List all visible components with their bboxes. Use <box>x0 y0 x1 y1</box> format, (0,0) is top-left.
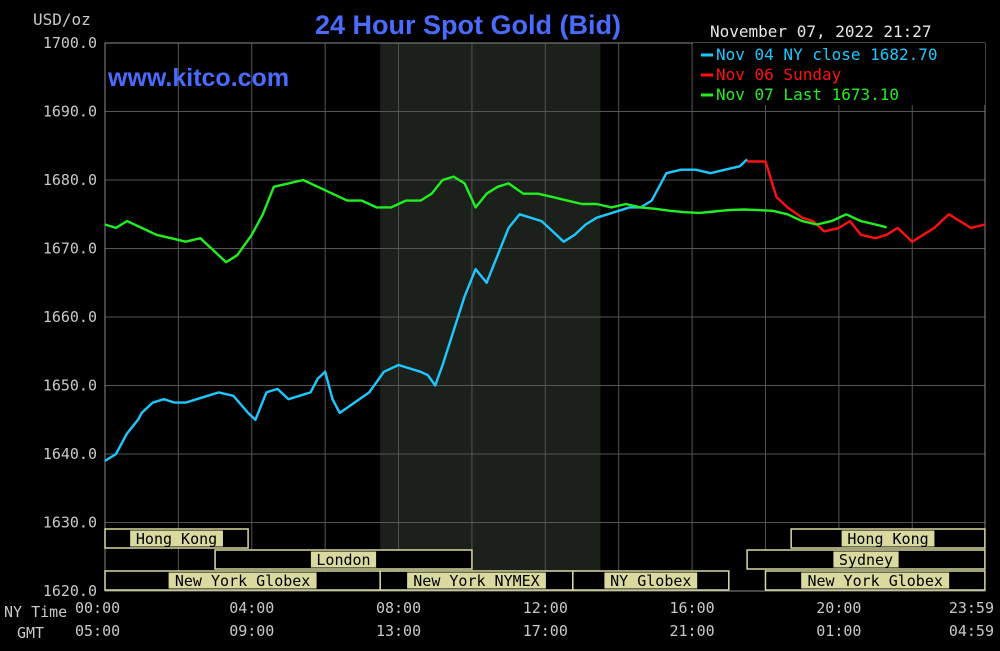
session-label: NY Globex <box>610 572 691 590</box>
session-label-bg <box>130 530 223 547</box>
session-label-bg <box>801 572 950 589</box>
legend-entry: Nov 07 Last 1673.10 <box>716 85 899 104</box>
series-line-2 <box>104 175 887 264</box>
ny-time-label: NY Time <box>4 603 67 621</box>
y-tick-label: 1670.0 <box>43 240 97 258</box>
x-tick-ny: 04:00 <box>229 599 274 617</box>
x-tick-gmt: 05:00 <box>75 622 120 640</box>
x-tick-ny: 12:00 <box>523 599 568 617</box>
gmt-label: GMT <box>17 624 44 642</box>
legend-bg <box>693 43 985 105</box>
unit-label: USD/oz <box>33 10 91 29</box>
y-tick-label: 1690.0 <box>43 103 97 121</box>
y-tick-label: 1620.0 <box>43 582 97 600</box>
series-line-1 <box>747 160 986 243</box>
session-label-bg <box>407 572 546 589</box>
timestamp: November 07, 2022 21:27 <box>710 22 932 41</box>
session-label-bg <box>604 572 698 589</box>
session-label-bg <box>841 530 935 547</box>
session-label-bg <box>310 551 377 568</box>
session-label: London <box>316 551 370 569</box>
watermark: www.kitco.com <box>107 64 289 92</box>
x-tick-ny: 00:00 <box>75 599 120 617</box>
legend-entry: Nov 06 Sunday <box>716 65 842 84</box>
chart-title: 24 Hour Spot Gold (Bid) <box>315 10 621 40</box>
y-tick-label: 1640.0 <box>43 445 97 463</box>
x-tick-gmt: 04:59 <box>949 622 994 640</box>
y-tick-label: 1650.0 <box>43 377 97 395</box>
legend-entry: Nov 04 NY close 1682.70 <box>716 45 938 64</box>
session-label: New York Globex <box>807 572 942 590</box>
x-tick-ny: 23:59 <box>949 599 994 617</box>
x-tick-gmt: 09:00 <box>229 622 274 640</box>
session-label: New York NYMEX <box>413 572 539 590</box>
x-tick-ny: 16:00 <box>670 599 715 617</box>
x-tick-gmt: 01:00 <box>816 622 861 640</box>
session-label-bg <box>168 572 317 589</box>
x-tick-ny: 20:00 <box>816 599 861 617</box>
plot-frame <box>104 42 986 592</box>
session-label: Hong Kong <box>847 530 928 548</box>
x-tick-gmt: 21:00 <box>670 622 715 640</box>
session-label: Sydney <box>839 551 893 569</box>
y-tick-label: 1630.0 <box>43 514 97 532</box>
session-label: Hong Kong <box>136 530 217 548</box>
x-tick-gmt: 17:00 <box>523 622 568 640</box>
series-line-0 <box>104 158 748 462</box>
session-label: New York Globex <box>175 572 310 590</box>
x-tick-ny: 08:00 <box>376 599 421 617</box>
y-tick-label: 1680.0 <box>43 171 97 189</box>
y-tick-label: 1700.0 <box>43 34 97 52</box>
x-tick-gmt: 13:00 <box>376 622 421 640</box>
session-label-bg <box>833 551 899 568</box>
y-tick-label: 1660.0 <box>43 308 97 326</box>
